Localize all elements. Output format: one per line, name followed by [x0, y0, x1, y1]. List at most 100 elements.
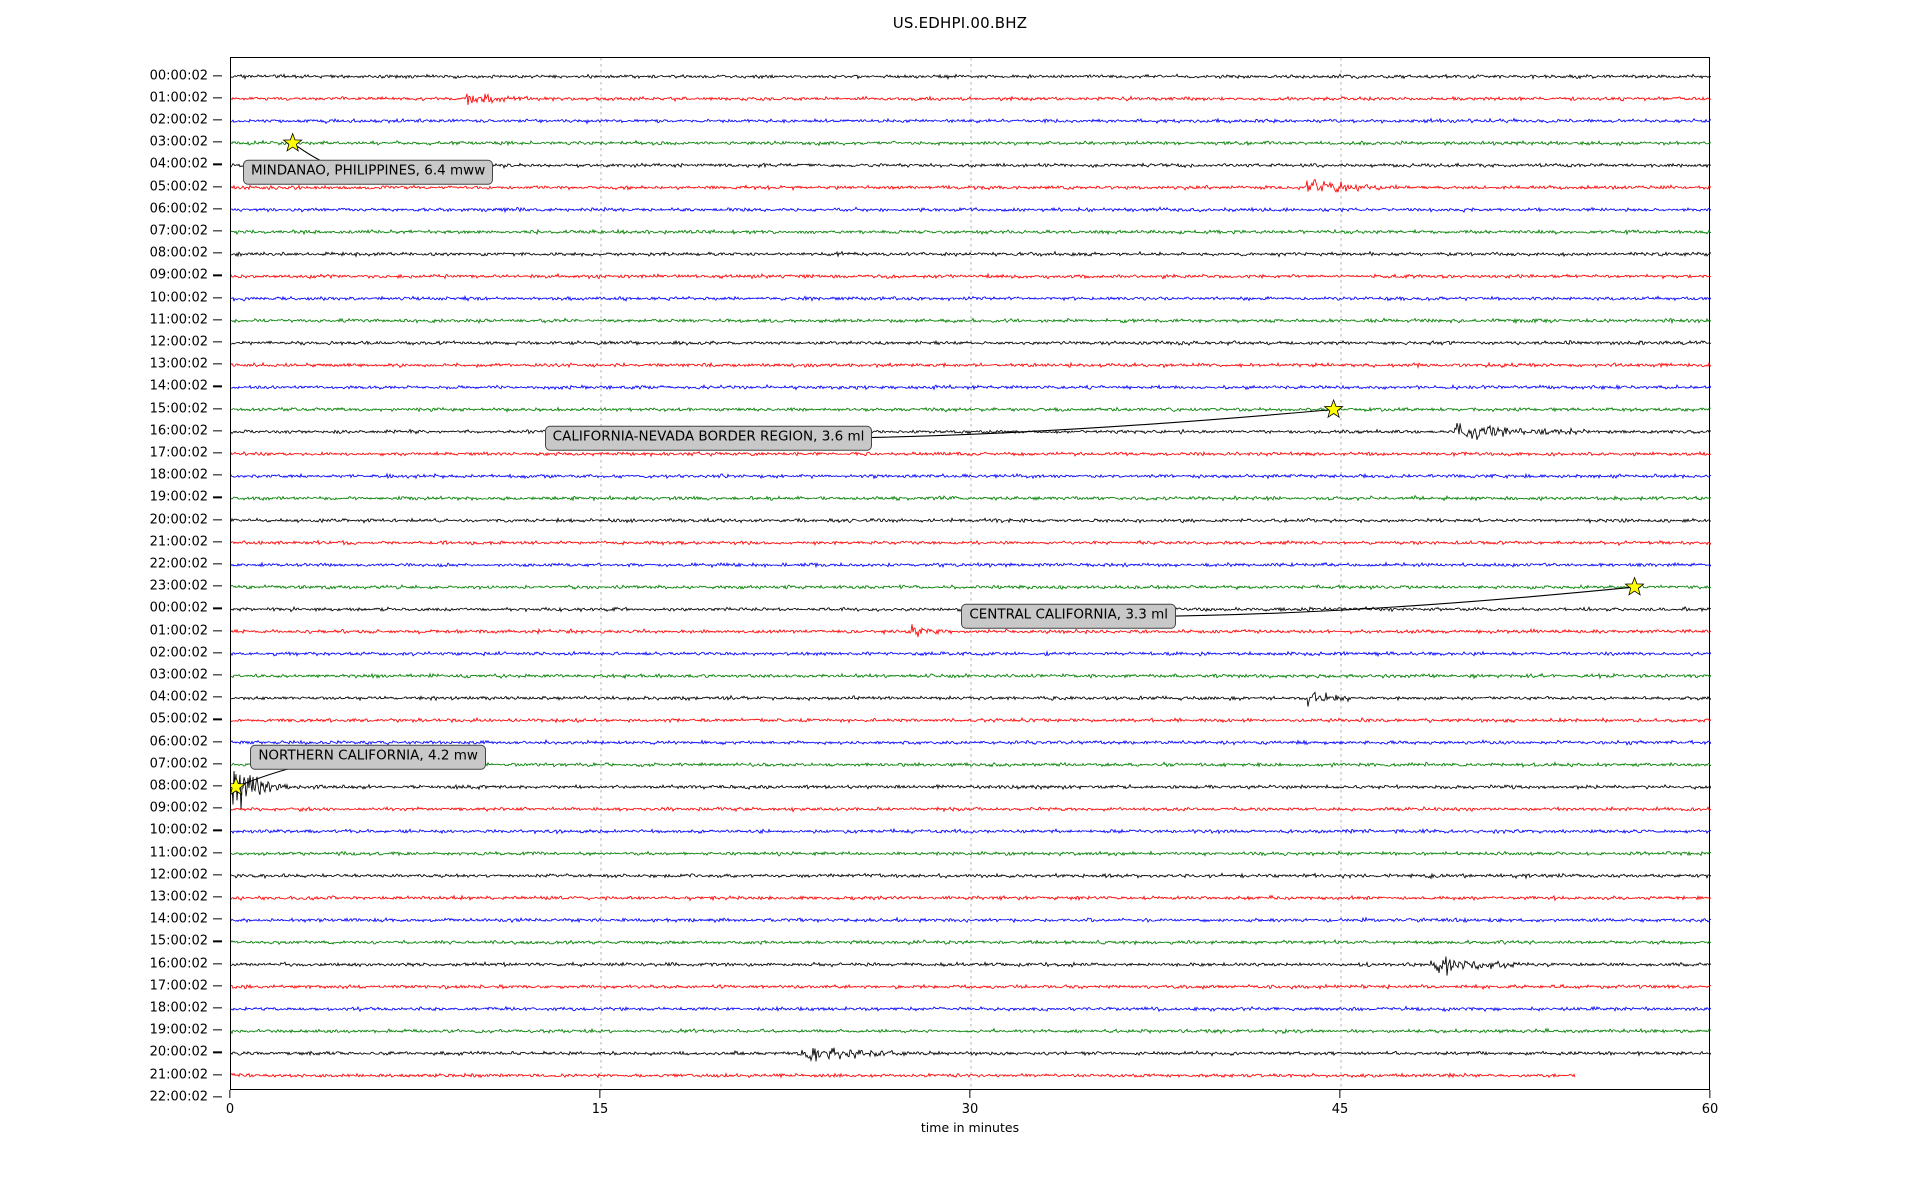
trace-line	[231, 472, 1711, 480]
y-axis-tick-mark	[213, 674, 222, 676]
y-axis-tick-mark	[213, 563, 222, 565]
x-axis-tick-mark	[969, 1090, 971, 1098]
y-axis-tick-mark	[213, 763, 222, 765]
y-axis-tick-label: 19:00:02	[149, 489, 208, 505]
y-axis-tick-label: 22:00:02	[149, 556, 208, 572]
y-axis-tick-label: 07:00:02	[149, 756, 208, 772]
event-callout-3[interactable]: CENTRAL CALIFORNIA, 3.3 ml	[961, 603, 1176, 629]
trace-line	[231, 561, 1711, 569]
trace-line	[231, 850, 1711, 857]
y-axis-tick-label: 05:00:02	[149, 711, 208, 727]
plot-area	[230, 57, 1711, 1091]
trace-line	[231, 983, 1711, 991]
y-axis-tick-mark	[213, 1096, 222, 1098]
y-axis-tick-label: 13:00:02	[149, 889, 208, 905]
y-axis-tick-label: 20:00:02	[149, 512, 208, 527]
y-axis-tick-mark	[213, 962, 222, 965]
trace-line	[231, 738, 1711, 746]
y-axis-tick-mark	[213, 851, 222, 854]
event-callout-2[interactable]: CALIFORNIA-NEVADA BORDER REGION, 3.6 ml	[544, 426, 873, 451]
y-axis-tick-mark	[213, 518, 222, 521]
trace-line	[231, 228, 1711, 236]
trace-line	[231, 691, 1711, 707]
x-axis-tick-label: 60	[1701, 1102, 1719, 1117]
event-star-icon[interactable]	[1323, 398, 1344, 419]
y-axis-tick-mark	[213, 985, 222, 987]
trace-line	[231, 1005, 1711, 1013]
y-axis-tick-mark	[213, 918, 222, 920]
y-axis-tick-label: 01:00:02	[149, 623, 208, 638]
y-axis-tick-mark	[213, 296, 222, 299]
event-callout-1[interactable]: MINDANAO, PHILIPPINES, 6.4 mww	[243, 159, 494, 185]
trace-line	[231, 178, 1711, 193]
y-axis-tick-label: 19:00:02	[149, 1022, 208, 1038]
x-axis-labels: 0 15 30 45 60	[0, 1090, 1920, 1150]
x-axis-tick-mark	[599, 1090, 601, 1098]
y-axis-tick-label: 21:00:02	[149, 534, 208, 550]
trace-line	[231, 92, 1711, 105]
y-axis-tick-mark	[213, 829, 222, 831]
y-axis-tick-label: 13:00:02	[149, 356, 208, 372]
trace-line	[231, 339, 1711, 347]
event-star-icon[interactable]	[1624, 576, 1645, 596]
trace-line	[231, 450, 1711, 458]
y-axis-tick-label: 11:00:02	[149, 845, 208, 860]
trace-line	[231, 294, 1711, 302]
y-axis-tick-label: 21:00:02	[149, 1067, 208, 1082]
trace-line	[231, 494, 1711, 502]
y-axis-tick-mark	[213, 452, 222, 454]
y-axis-tick-mark	[213, 585, 222, 587]
y-axis-tick-label: 01:00:02	[149, 90, 208, 106]
trace-line	[231, 650, 1711, 658]
y-axis-tick-label: 04:00:02	[149, 156, 208, 172]
y-axis-tick-mark	[213, 607, 222, 609]
y-axis-tick-label: 08:00:02	[149, 245, 208, 261]
y-axis-tick-mark	[213, 274, 222, 276]
y-axis-tick-label: 16:00:02	[149, 423, 208, 439]
event-callout-4[interactable]: NORTHERN CALIFORNIA, 4.2 mw	[250, 744, 486, 770]
event-star-icon[interactable]	[282, 132, 303, 152]
y-axis-tick-label: 08:00:02	[149, 778, 208, 794]
y-axis-tick-mark	[213, 430, 222, 432]
trace-line	[231, 583, 1711, 591]
y-axis-tick-mark	[213, 740, 222, 743]
x-axis-tick-mark	[1709, 1090, 1711, 1098]
y-axis-tick-mark	[213, 874, 222, 876]
x-axis-tick-mark	[1339, 1090, 1341, 1098]
x-axis-tick-label: 45	[1331, 1102, 1349, 1117]
trace-line	[231, 716, 1711, 724]
y-axis-tick-label: 04:00:02	[149, 689, 208, 705]
trace-line	[231, 422, 1711, 440]
x-axis-tick-label: 30	[961, 1102, 979, 1117]
y-axis-tick-label: 17:00:02	[149, 978, 208, 994]
trace-line	[231, 117, 1711, 125]
y-axis-tick-label: 03:00:02	[149, 134, 208, 150]
y-axis-tick-label: 05:00:02	[149, 179, 208, 194]
y-axis-tick-label: 12:00:02	[149, 867, 208, 883]
y-axis-tick-mark	[213, 696, 222, 698]
trace-line	[231, 672, 1711, 680]
y-axis-labels: 00:00:02 01:00:02 02:00:02 03:00:02 04:00:02…	[0, 57, 222, 1104]
y-axis-tick-label: 17:00:02	[149, 445, 208, 461]
y-axis-tick-label: 14:00:02	[149, 378, 208, 394]
trace-line	[231, 872, 1711, 880]
trace-line	[231, 406, 1711, 413]
trace-line	[231, 73, 1711, 80]
y-axis-tick-label: 00:00:02	[149, 600, 208, 616]
y-axis-tick-label: 23:00:02	[149, 578, 208, 594]
y-axis-tick-mark	[213, 163, 222, 165]
y-axis-tick-mark	[213, 1051, 222, 1053]
trace-line	[231, 956, 1711, 976]
trace-line	[231, 916, 1711, 924]
y-axis-tick-mark	[213, 718, 222, 720]
y-axis-tick-mark	[213, 74, 222, 77]
x-axis-title: time in minutes	[920, 1120, 1020, 1135]
event-star-icon[interactable]	[231, 776, 247, 796]
trace-line	[231, 361, 1711, 370]
trace-canvas	[231, 58, 1711, 1091]
y-axis-tick-label: 15:00:02	[149, 933, 208, 949]
trace-line	[231, 317, 1711, 325]
x-axis-tick-label: 15	[591, 1102, 609, 1117]
y-axis-tick-mark	[213, 629, 222, 632]
